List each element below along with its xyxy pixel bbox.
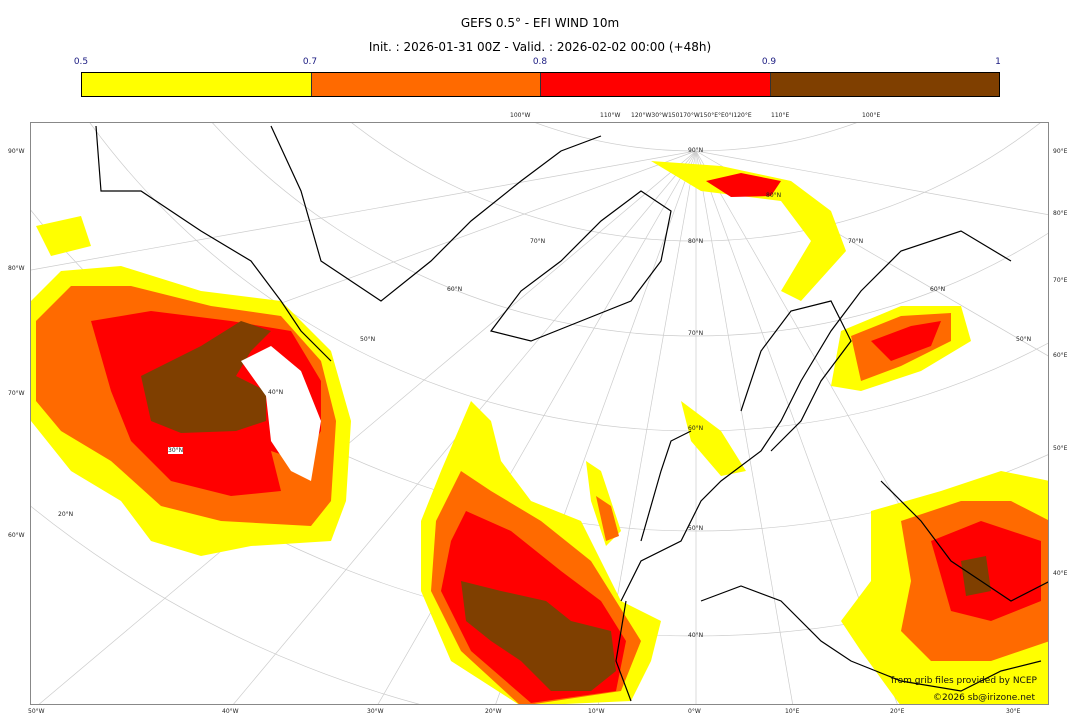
lat-label: 50°N: [688, 525, 704, 532]
colorbar-tick: 0.7: [302, 57, 318, 67]
efi-area-iberia: [461, 581, 616, 691]
axis-label-bottom: 10°E: [785, 708, 800, 715]
lat-label: 50°N: [1016, 336, 1032, 343]
lat-label: 70°N: [848, 238, 864, 245]
copyright-credit: ©2026 sb@irizone.net: [933, 693, 1035, 703]
axis-label-bottom: 0°W: [688, 708, 701, 715]
efi-contours: [31, 161, 1048, 704]
axis-label-bottom: 50°W: [28, 708, 45, 715]
lat-label: 60°N: [930, 286, 946, 293]
axis-label-top: 120°W30°W150170°W150°E°E0°I120°E: [631, 112, 752, 119]
axis-label-bottom: 30°W: [367, 708, 384, 715]
chart-subtitle: Init. : 2026-01-31 00Z - Valid. : 2026-0…: [368, 40, 712, 54]
map-panel: [30, 122, 1049, 705]
efi-area-scandinavia: [681, 401, 746, 476]
lat-label: 60°N: [688, 425, 704, 432]
axis-label-top: 110°W: [600, 112, 621, 119]
colorbar-bin: [541, 73, 771, 96]
efi-area-iceland-sea: [596, 496, 619, 541]
lat-label: 50°N: [360, 336, 376, 343]
colorbar-bin: [770, 73, 999, 96]
colorbar-bin: [82, 73, 312, 96]
axis-label-top: 100°W: [510, 112, 531, 119]
lat-label: 20°N: [58, 511, 74, 518]
lat-label: 90°N: [688, 147, 704, 154]
lat-label: 40°N: [688, 632, 704, 639]
axis-label-bottom: 20°W: [485, 708, 502, 715]
lat-label: 40°N: [268, 389, 284, 396]
colorbar-tick: 0.9: [761, 57, 777, 67]
efi-area-greenland-ne: [36, 216, 91, 256]
axis-label-right: 40°E: [1053, 570, 1068, 577]
axis-label-bottom: 40°W: [222, 708, 239, 715]
axis-label-right: 60°E: [1053, 352, 1068, 359]
chart-title: GEFS 0.5° - EFI WIND 10m: [460, 16, 620, 30]
axis-label-right: 70°E: [1053, 277, 1068, 284]
colorbar: [81, 72, 1000, 97]
axis-label-left: 80°W: [8, 265, 25, 272]
axis-label-right: 80°E: [1053, 210, 1068, 217]
efi-area-arctic: [651, 161, 846, 301]
axis-label-bottom: 20°E: [890, 708, 905, 715]
coastlines: [95, 125, 1048, 702]
efi-area-arctic: [706, 173, 781, 197]
axis-label-bottom: 30°E: [1006, 708, 1021, 715]
efi-area-atlantic-west: [141, 321, 271, 433]
lat-label: 60°N: [447, 286, 463, 293]
data-source-credit: from grib files provided by NCEP: [891, 676, 1037, 686]
axis-label-top: 100°E: [862, 112, 881, 119]
efi-area-atlantic-west-gap: [241, 346, 321, 481]
colorbar-tick: 0.8: [532, 57, 548, 67]
lat-label: 70°N: [688, 330, 704, 337]
axis-label-left: 60°W: [8, 532, 25, 539]
lat-label: 80°N: [766, 192, 782, 199]
colorbar-bin: [311, 73, 541, 96]
lat-label: 70°N: [530, 238, 546, 245]
lat-label: 30°N: [168, 447, 184, 454]
map-canvas: [31, 123, 1048, 704]
colorbar-tick: 0.5: [73, 57, 89, 67]
efi-area-mediterranean: [961, 556, 991, 596]
axis-label-right: 90°E: [1053, 148, 1068, 155]
axis-label-right: 50°E: [1053, 445, 1068, 452]
axis-label-left: 70°W: [8, 390, 25, 397]
lat-label: 80°N: [688, 238, 704, 245]
axis-label-bottom: 10°W: [588, 708, 605, 715]
axis-label-top: 110°E: [771, 112, 790, 119]
colorbar-tick: 1: [995, 57, 1001, 67]
efi-area-russia: [871, 321, 941, 361]
axis-label-left: 90°W: [8, 148, 25, 155]
